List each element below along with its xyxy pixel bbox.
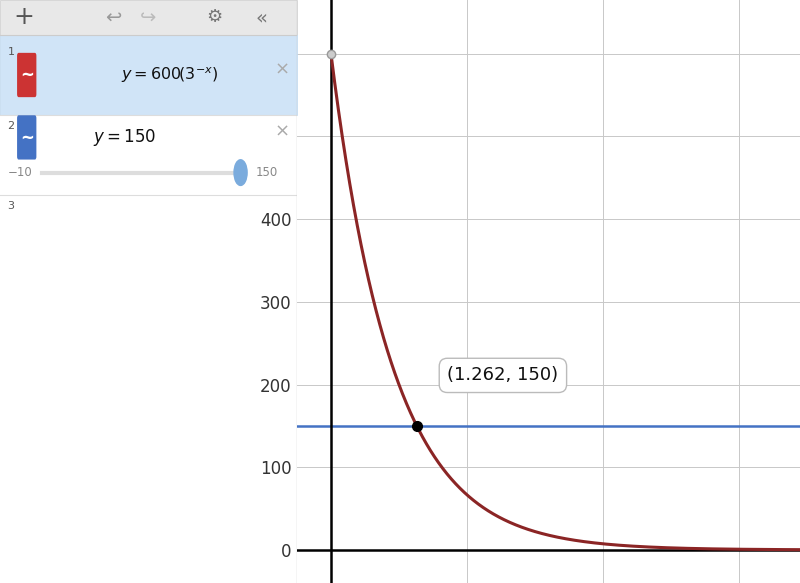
FancyBboxPatch shape (0, 115, 297, 195)
Text: «: « (255, 8, 267, 27)
Text: ↩: ↩ (105, 8, 121, 27)
Text: ×: × (274, 122, 290, 141)
FancyBboxPatch shape (0, 35, 297, 115)
Text: ×: × (274, 60, 290, 78)
FancyBboxPatch shape (17, 53, 36, 97)
FancyBboxPatch shape (17, 115, 36, 160)
Text: $y = 600\!\left(3^{-x}\right)$: $y = 600\!\left(3^{-x}\right)$ (121, 65, 218, 85)
Text: ~: ~ (20, 66, 34, 84)
Text: 1: 1 (7, 47, 14, 57)
Text: −10: −10 (8, 166, 33, 179)
Text: ~: ~ (20, 128, 34, 146)
Text: 2: 2 (7, 121, 14, 131)
Text: 150: 150 (255, 166, 278, 179)
Text: $y = 150$: $y = 150$ (93, 127, 156, 148)
Circle shape (234, 160, 247, 185)
Text: ↪: ↪ (140, 8, 157, 27)
Text: +: + (14, 5, 34, 30)
Text: 3: 3 (7, 201, 14, 211)
Text: ⚙: ⚙ (206, 9, 222, 26)
Text: (1.262, 150): (1.262, 150) (447, 366, 558, 384)
FancyBboxPatch shape (0, 0, 297, 35)
